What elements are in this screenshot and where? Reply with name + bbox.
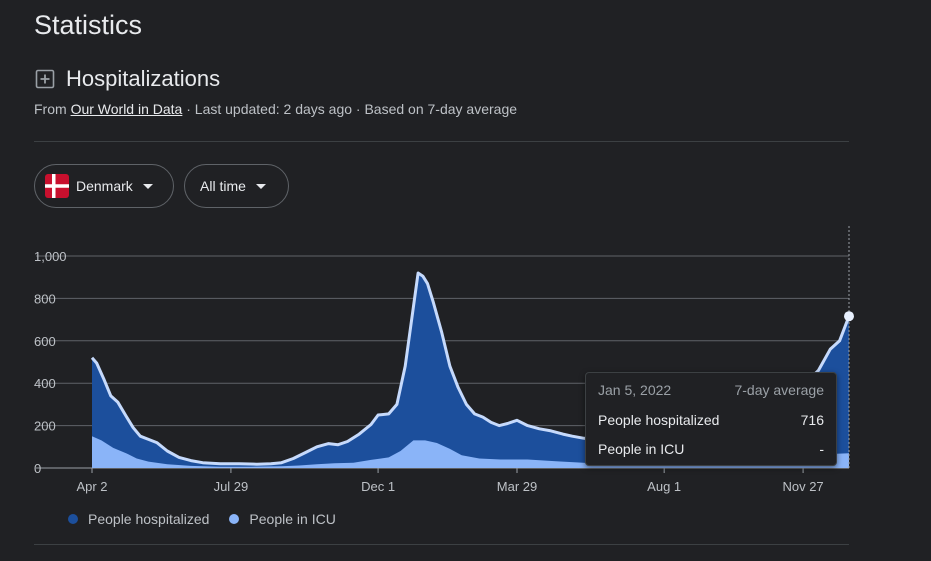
hover-dot [844,311,854,322]
chart-tooltip: Jan 5, 2022 7-day average People hospita… [585,372,837,466]
source-prefix: From [34,101,71,117]
tooltip-hospitalized-value: 716 [800,412,824,428]
legend-label-hospitalized: People hospitalized [88,511,210,527]
top-divider [34,141,849,142]
bottom-divider [34,544,849,545]
time-range-selector[interactable]: All time [184,164,289,208]
x-tick-label: Dec 1 [361,479,395,494]
x-tick-label: Jul 29 [214,479,249,494]
tooltip-icu-value: - [819,441,824,457]
y-tick-label: 0 [34,461,41,476]
y-tick-label: 200 [34,419,56,434]
tooltip-basis: 7-day average [734,382,824,398]
section-title: Hospitalizations [66,66,221,91]
expand-icon[interactable] [35,69,55,89]
tooltip-date: Jan 5, 2022 [598,382,672,398]
tooltip-hospitalized-label: People hospitalized [598,412,720,428]
source-link[interactable]: Our World in Data [70,101,183,117]
dropdown-caret-icon [142,183,153,189]
page-title: Statistics [34,10,143,40]
y-tick-label: 600 [34,334,56,349]
y-tick-label: 1,000 [34,249,67,264]
x-tick-label: Aug 1 [647,479,681,494]
legend-label-icu: People in ICU [249,511,336,527]
dropdown-caret-icon [255,183,266,189]
tooltip-icu-label: People in ICU [598,441,685,457]
chart-legend: People hospitalized People in ICU [68,511,356,527]
legend-dot-hospitalized [68,514,78,524]
legend-dot-icu [229,514,240,524]
legend-item-icu[interactable]: People in ICU [229,511,336,527]
legend-item-hospitalized[interactable]: People hospitalized [68,511,209,527]
denmark-flag-icon [45,174,69,198]
source-line: From Our World in Data · Last updated: 2… [34,101,517,117]
y-tick-label: 400 [34,376,56,391]
x-tick-label: Mar 29 [497,479,537,494]
section-header[interactable]: Hospitalizations [35,66,220,92]
x-tick-label: Apr 2 [76,479,107,494]
y-tick-label: 800 [34,291,56,306]
country-selector[interactable]: Denmark [34,164,174,208]
country-label: Denmark [76,178,133,194]
source-suffix: · Last updated: 2 days ago · Based on 7-… [182,101,518,117]
x-tick-label: Nov 27 [782,479,823,494]
time-range-label: All time [200,178,246,194]
